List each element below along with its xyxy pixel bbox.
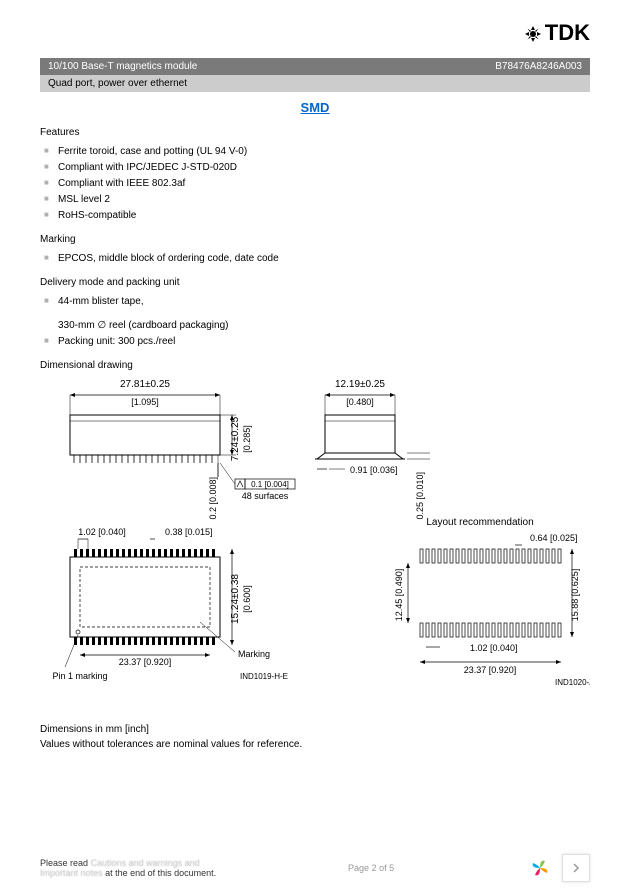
marking-heading: Marking [40, 234, 590, 245]
list-item: MSL level 2 [44, 192, 590, 208]
list-item: Compliant with IPC/JEDEC J-STD-020D [44, 160, 590, 176]
dim-text: IND1019-H-E [240, 672, 288, 681]
header-partno: B78476A8246A003 [495, 61, 582, 72]
footer-end: at the end of this document. [105, 868, 216, 878]
dim-text: [1.095] [131, 397, 159, 407]
delivery-list2: Packing unit: 300 pcs./reel [40, 334, 590, 350]
delivery-line2: 330-mm ∅ reel (cardboard packaging) [40, 318, 590, 334]
dim-text: Marking [238, 649, 270, 659]
features-heading: Features [40, 127, 590, 138]
dimensional-drawings: 27.81±0.25 [1.095] 7.24±0.25 [0.285] [40, 377, 590, 700]
list-item: EPCOS, middle block of ordering code, da… [44, 251, 590, 267]
dim-text: Layout recommendation [426, 517, 533, 528]
subheader-bar: Quad port, power over ethernet [40, 75, 590, 92]
dim-text: 1.02 [0.040] [470, 643, 518, 653]
footer-left: Please read Cautions and warnings and Im… [40, 858, 216, 878]
dim-text: [0.480] [346, 397, 374, 407]
list-item: Packing unit: 300 pcs./reel [44, 334, 590, 350]
dim-text: 0.25 [0.010] [415, 472, 425, 520]
dim-text: 0.2 [0.008] [208, 477, 218, 520]
brand-logo: TDK [40, 20, 590, 46]
dim-text: 48 surfaces [242, 491, 289, 501]
header-subtitle: Quad port, power over ethernet [48, 78, 187, 89]
footer-please-read: Please read [40, 858, 88, 868]
list-item: 44-mm blister tape, [44, 294, 590, 310]
dim-text: [0.600] [242, 585, 252, 613]
list-item: Ferrite toroid, case and potting (UL 94 … [44, 144, 590, 160]
marking-list: EPCOS, middle block of ordering code, da… [40, 251, 590, 267]
header-title: 10/100 Base-T magnetics module [48, 61, 197, 72]
drawing-heading: Dimensional drawing [40, 360, 590, 371]
list-item: Compliant with IEEE 802.3af [44, 176, 590, 192]
page-footer: Please read Cautions and warnings and Im… [0, 854, 630, 882]
next-page-button[interactable] [562, 854, 590, 882]
smd-link[interactable]: SMD [40, 100, 590, 115]
pinwheel-icon [526, 854, 554, 882]
dim-text: 0.91 [0.036] [350, 465, 398, 475]
brand-text: TDK [545, 20, 590, 45]
dim-text: 7.24±0.25 [230, 416, 241, 461]
dim-text: Pin 1 marking [52, 671, 107, 681]
dim-text: 0.1 [0.004] [251, 480, 289, 489]
dim-text: 23.37 [0.920] [119, 657, 172, 667]
dim-text: 15.24±0.38 [230, 574, 241, 624]
dim-text: [0.285] [242, 425, 252, 453]
dim-text: 27.81±0.25 [120, 379, 170, 390]
delivery-list: 44-mm blister tape, [40, 294, 590, 310]
notes-line1: Dimensions in mm [inch] [40, 722, 590, 737]
dim-text: 12.45 [0.490] [394, 569, 404, 622]
footer-blur1: Cautions and warnings and [91, 858, 200, 868]
dim-text: 0.38 [0.015] [165, 527, 213, 537]
footer-blur2: Important notes [40, 868, 103, 878]
notes-line2: Values without tolerances are nominal va… [40, 737, 590, 752]
dim-text: IND1020-Z [555, 678, 590, 687]
dim-text: 12.19±0.25 [335, 379, 385, 390]
dim-text: 1.02 [0.040] [78, 527, 126, 537]
list-item: RoHS-compatible [44, 208, 590, 224]
features-list: Ferrite toroid, case and potting (UL 94 … [40, 144, 590, 224]
header-bar: 10/100 Base-T magnetics module B78476A82… [40, 58, 590, 75]
dim-text: 15.88 [0.625] [570, 569, 580, 622]
footer-page: Page 2 of 5 [348, 863, 394, 873]
dim-text: 23.37 [0.920] [464, 665, 517, 675]
delivery-heading: Delivery mode and packing unit [40, 277, 590, 288]
notes: Dimensions in mm [inch] Values without t… [40, 722, 590, 752]
dim-text: 0.64 [0.025] [530, 533, 578, 543]
